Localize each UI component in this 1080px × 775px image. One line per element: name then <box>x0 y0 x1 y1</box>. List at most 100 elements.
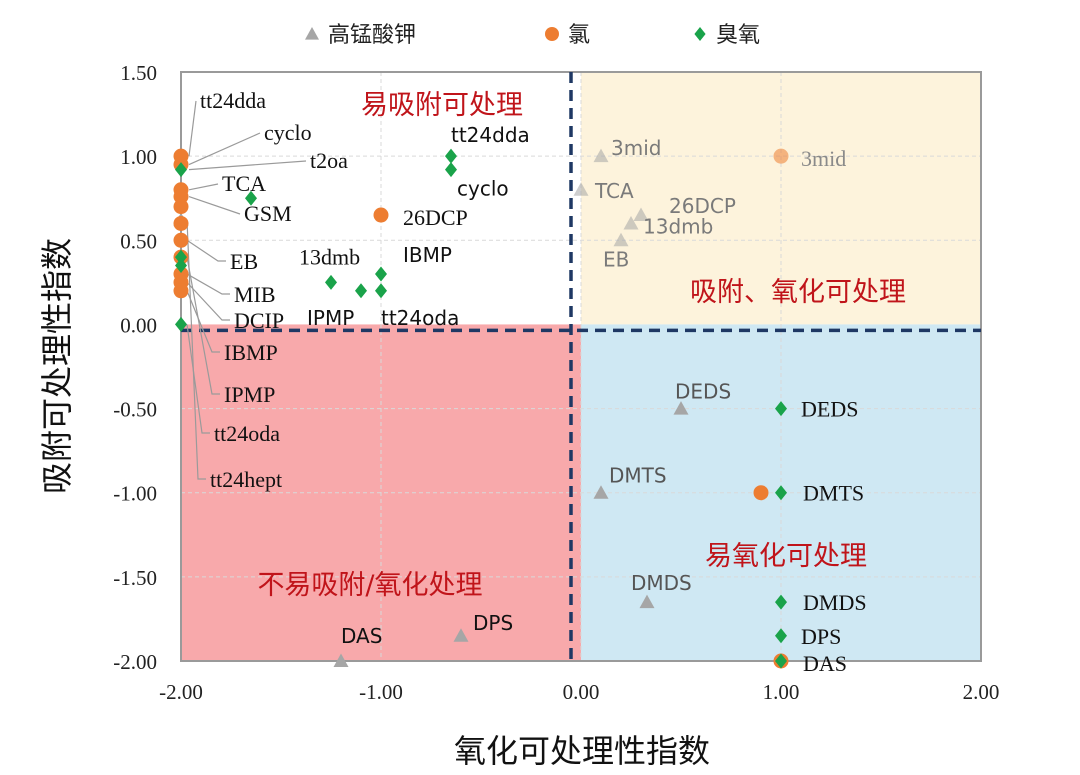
leader-line <box>186 290 220 353</box>
leader-line <box>186 273 230 295</box>
edge-label: DCIP <box>234 308 284 333</box>
edge-label: t2oa <box>310 148 348 173</box>
quadrant-dividers <box>181 72 981 661</box>
plot-frame <box>180 71 982 662</box>
legend-label: 臭氧 <box>716 23 760 48</box>
point-label: IPMP <box>307 306 354 330</box>
frame-border <box>180 71 982 662</box>
point-氯-6 <box>173 232 189 248</box>
point-label: DAS <box>341 624 382 648</box>
data-points <box>173 148 789 669</box>
point-臭氧-7 <box>375 266 387 282</box>
point-臭氧-12 <box>775 485 787 501</box>
edge-label: EB <box>230 249 258 274</box>
point-氯-11 <box>373 207 389 223</box>
legend: 高锰酸钾 氯 臭氧 <box>305 23 760 48</box>
axis-ticks: -2.00 -1.00 0.00 1.00 2.00 1.50 1.00 0.50 0.00 -0… <box>113 61 999 704</box>
y-tick-label: 1.50 <box>120 61 157 85</box>
y-tick-label: -1.50 <box>113 566 157 590</box>
point-label: 3mid <box>611 136 661 160</box>
leader-line <box>186 324 210 434</box>
point-臭氧-5 <box>445 148 457 164</box>
region-label: 吸附、氧化可处理 <box>690 277 906 308</box>
leader-line <box>186 220 206 480</box>
edge-label: GSM <box>244 201 292 226</box>
point-氯-10 <box>173 283 189 299</box>
point-臭氧-10 <box>375 283 387 299</box>
point-臭氧-8 <box>325 274 337 290</box>
y-tick-label: -0.50 <box>113 398 157 422</box>
point-label: DEDS <box>801 397 858 422</box>
point-label: DMDS <box>803 590 867 615</box>
leader-line <box>188 160 307 171</box>
point-labels: 3midTCA26DCP13dmbEBDEDSDMTSDMDSDASDPS26D… <box>299 123 867 676</box>
point-高锰酸钾-6 <box>593 485 609 499</box>
point-高锰酸钾-5 <box>673 401 689 415</box>
point-label: 26DCP <box>669 194 736 218</box>
point-label: TCA <box>594 179 634 203</box>
legend-label: 高锰酸钾 <box>328 23 416 48</box>
edge-label: IBMP <box>224 340 278 365</box>
point-氯-4 <box>173 199 189 215</box>
point-臭氧-3 <box>175 316 187 332</box>
edge-label: tt24dda <box>200 88 266 113</box>
point-label: tt24dda <box>451 123 530 147</box>
point-label: 13dmb <box>299 244 360 269</box>
region-label: 不易吸附/氧化处理 <box>257 570 482 601</box>
edge-label: cyclo <box>264 120 312 145</box>
y-tick-label: 1.00 <box>120 145 157 169</box>
point-臭氧-13 <box>775 594 787 610</box>
point-高锰酸钾-2 <box>633 207 649 222</box>
leader-line <box>188 195 241 215</box>
point-label: 13dmb <box>643 214 713 238</box>
y-tick-label: -2.00 <box>113 650 157 674</box>
point-高锰酸钾-0 <box>593 148 609 163</box>
point-高锰酸钾-9 <box>453 628 469 642</box>
point-臭氧-6 <box>445 162 457 178</box>
x-tick-label: -1.00 <box>359 680 403 704</box>
point-臭氧-1 <box>175 249 187 265</box>
legend-marker-1 <box>545 27 559 41</box>
point-高锰酸钾-1 <box>573 182 589 196</box>
leader-line <box>188 183 219 191</box>
point-label: DPS <box>473 611 513 635</box>
region-label: 易氧化可处理 <box>705 541 867 572</box>
y-tick-label: 0.00 <box>120 313 157 337</box>
legend-label: 氯 <box>568 23 590 48</box>
point-label: IBMP <box>403 243 452 267</box>
edge-label: IPMP <box>224 382 275 407</box>
point-label: 3mid <box>801 146 846 171</box>
point-臭氧-15 <box>775 653 787 669</box>
point-高锰酸钾-8 <box>333 653 349 667</box>
point-高锰酸钾-7 <box>639 594 655 609</box>
edge-label: MIB <box>234 282 276 307</box>
point-label: EB <box>603 247 629 271</box>
leader-line <box>188 132 261 166</box>
edge-label: tt24hept <box>210 467 282 492</box>
leader-line <box>186 281 230 321</box>
point-label: DMTS <box>609 464 667 488</box>
point-臭氧-14 <box>775 628 787 644</box>
edge-label: TCA <box>222 171 266 196</box>
point-氯-5 <box>173 215 189 231</box>
y-tick-label: -1.00 <box>113 482 157 506</box>
point-臭氧-2 <box>175 258 187 274</box>
x-tick-label: 0.00 <box>563 680 600 704</box>
gridlines <box>181 72 981 661</box>
point-label: DEDS <box>675 380 731 404</box>
point-高锰酸钾-3 <box>623 215 639 230</box>
point-label: tt24oda <box>381 306 459 330</box>
y-tick-label: 0.50 <box>120 229 157 253</box>
edge-label: tt24oda <box>214 421 280 446</box>
point-臭氧-11 <box>775 401 787 417</box>
point-label: DMDS <box>631 571 692 595</box>
point-label: cyclo <box>457 177 509 201</box>
x-tick-label: -2.00 <box>159 680 203 704</box>
point-高锰酸钾-4 <box>613 232 629 247</box>
y-axis-title: 吸附可处理性指数 <box>38 238 76 494</box>
point-氯-12 <box>773 148 789 164</box>
leader-lines <box>186 100 307 480</box>
